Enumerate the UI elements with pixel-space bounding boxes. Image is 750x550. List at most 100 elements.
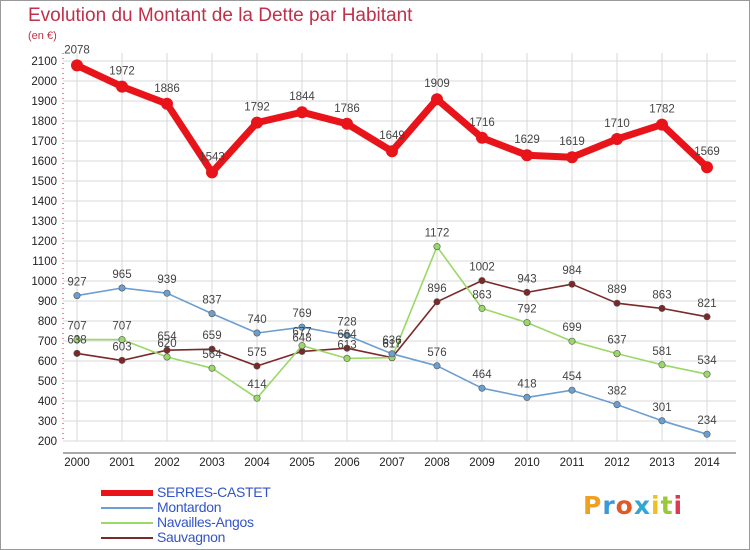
data-label: 1716	[469, 117, 495, 129]
data-label: 769	[292, 308, 311, 320]
data-label: 659	[202, 330, 221, 342]
data-label: 943	[517, 273, 536, 285]
data-label: 699	[562, 322, 581, 334]
data-point	[343, 344, 351, 352]
data-point	[521, 149, 533, 162]
data-point	[206, 166, 218, 179]
data-point	[568, 337, 576, 345]
data-label: 863	[472, 289, 491, 301]
legend-swatch	[101, 522, 153, 524]
data-label: 564	[202, 349, 222, 361]
data-label: 603	[112, 341, 131, 353]
data-label: 234	[697, 415, 717, 427]
x-tick-label: 2007	[379, 457, 405, 469]
data-point	[343, 354, 351, 362]
data-label: 576	[427, 347, 446, 359]
data-label: 728	[337, 316, 356, 328]
y-tick-label: 1900	[31, 96, 57, 108]
data-point	[208, 310, 216, 318]
data-point	[253, 362, 261, 370]
data-label: 648	[292, 332, 311, 344]
data-point	[116, 80, 128, 93]
data-label: 863	[652, 289, 671, 301]
data-label: 617	[382, 339, 401, 351]
data-label: 1002	[469, 262, 495, 274]
y-tick-label: 2100	[31, 56, 57, 68]
data-point	[431, 93, 443, 106]
data-point	[73, 349, 81, 357]
data-point	[73, 336, 81, 344]
legend-label: SERRES-CASTET	[157, 484, 271, 500]
data-label: 707	[67, 321, 86, 333]
y-tick-label: 1300	[31, 216, 57, 228]
data-point	[253, 394, 261, 402]
data-label: 1569	[694, 146, 720, 158]
logo-letter: i	[673, 491, 684, 520]
data-point	[433, 362, 441, 370]
data-point	[613, 401, 621, 409]
y-tick-label: 2000	[31, 76, 57, 88]
x-tick-label: 2000	[64, 457, 90, 469]
data-point	[613, 299, 621, 307]
y-tick-label: 700	[38, 336, 57, 348]
data-point	[613, 350, 621, 358]
data-point	[658, 417, 666, 425]
x-tick-label: 2011	[560, 457, 585, 469]
data-label: 837	[202, 295, 221, 307]
y-tick-label: 200	[38, 436, 57, 448]
y-tick-label: 400	[38, 396, 57, 408]
y-tick-label: 500	[38, 376, 57, 388]
data-point	[208, 364, 216, 372]
y-tick-label: 1200	[31, 236, 57, 248]
data-point	[388, 350, 396, 358]
data-point	[568, 386, 576, 394]
data-label: 637	[607, 335, 626, 347]
unit-label: (en €)	[28, 30, 57, 42]
y-tick-label: 600	[38, 356, 57, 368]
data-point	[703, 313, 711, 321]
data-point	[566, 151, 578, 164]
x-tick-label: 2010	[514, 457, 540, 469]
legend-swatch	[101, 490, 153, 496]
y-tick-label: 900	[38, 296, 57, 308]
y-tick-label: 800	[38, 316, 57, 328]
data-point	[478, 277, 486, 285]
x-tick-label: 2012	[604, 457, 630, 469]
x-tick-label: 2006	[334, 457, 360, 469]
x-tick-label: 2003	[199, 457, 225, 469]
x-tick-label: 2005	[289, 457, 315, 469]
data-label: 664	[337, 329, 357, 341]
x-tick-label: 2008	[424, 457, 450, 469]
y-tick-label: 1600	[31, 156, 57, 168]
x-tick-label: 2002	[154, 457, 180, 469]
data-point	[163, 353, 171, 361]
data-label: 821	[697, 298, 716, 310]
legend-label: Navailles-Angos	[157, 514, 254, 530]
data-point	[73, 292, 81, 300]
y-tick-label: 1800	[31, 116, 57, 128]
data-point	[656, 118, 668, 131]
data-label: 1629	[514, 134, 540, 146]
data-label: 1786	[334, 103, 360, 115]
logo-letter: r	[602, 491, 616, 520]
data-point	[523, 319, 531, 327]
legend-swatch	[101, 507, 153, 509]
y-tick-label: 1000	[31, 276, 57, 288]
data-label: 1172	[425, 228, 450, 240]
y-tick-label: 1100	[32, 256, 57, 268]
data-label: 454	[562, 371, 582, 383]
logo-letter: P	[583, 491, 603, 520]
data-point	[296, 106, 308, 119]
data-point	[161, 97, 173, 110]
data-point	[118, 356, 126, 364]
data-point	[341, 117, 353, 130]
data-point	[208, 345, 216, 353]
data-point	[298, 323, 306, 331]
data-label: 464	[472, 369, 492, 381]
data-point	[253, 329, 261, 337]
data-label: 1710	[604, 118, 630, 130]
legend-label: Montardon	[157, 499, 222, 515]
data-label: 984	[562, 265, 582, 277]
data-label: 1972	[109, 66, 135, 78]
data-point	[568, 280, 576, 288]
